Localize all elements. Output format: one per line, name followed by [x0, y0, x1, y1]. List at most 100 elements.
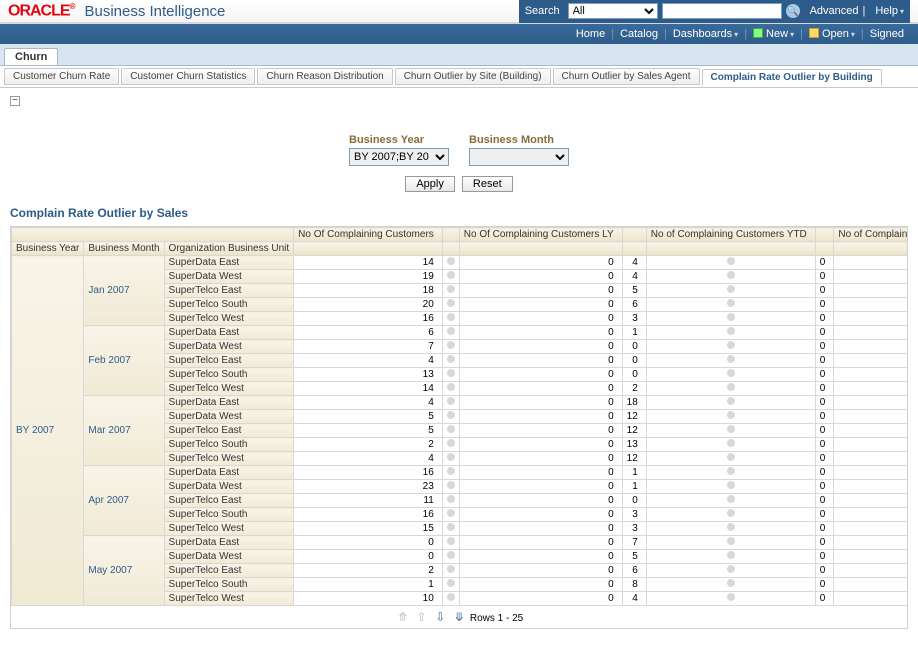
cell-value: 0 [815, 410, 834, 424]
col-business-month[interactable]: Business Month [84, 242, 164, 256]
indicator-icon [727, 257, 735, 265]
cell-indicator [646, 284, 815, 298]
collapse-toggle[interactable]: − [10, 96, 20, 106]
cell-indicator [646, 270, 815, 284]
indicator-icon [447, 467, 455, 475]
cell-value: 0 [815, 494, 834, 508]
search-scope-select[interactable]: All [568, 3, 658, 19]
nav-open[interactable]: Open▾ [809, 28, 855, 40]
cell-value: 27 [834, 424, 908, 438]
cell-value: 33 [834, 368, 908, 382]
cell-business-year[interactable]: BY 2007 [12, 256, 84, 606]
cell-value: 4 [622, 592, 646, 606]
indicator-icon [447, 509, 455, 517]
cell-value: 0 [622, 494, 646, 508]
cell-indicator [442, 466, 459, 480]
page-tab[interactable]: Churn Reason Distribution [257, 68, 392, 85]
search-input[interactable] [662, 3, 782, 19]
cell-org-unit: SuperData West [164, 410, 294, 424]
cell-value: 40 [834, 466, 908, 480]
indicator-icon [727, 495, 735, 503]
indicator-icon [727, 593, 735, 601]
cell-value: 6 [622, 564, 646, 578]
cell-value: 0 [815, 340, 834, 354]
cell-indicator [442, 424, 459, 438]
cell-value: 0 [815, 284, 834, 298]
cell-indicator [646, 326, 815, 340]
nav-home[interactable]: Home [576, 28, 605, 40]
nav-signed[interactable]: Signed [870, 28, 904, 40]
prompt-business-year: Business Year BY 2007;BY 20 [349, 134, 449, 166]
nav-dashboards[interactable]: Dashboards▾ [673, 28, 738, 40]
brand-bar: ORACLE® Business Intelligence Search All… [0, 0, 918, 24]
cell-indicator [442, 564, 459, 578]
cell-org-unit: SuperTelco South [164, 508, 294, 522]
search-icon[interactable]: 🔍 [786, 4, 800, 18]
col-business-year[interactable]: Business Year [12, 242, 84, 256]
cell-value: 0 [459, 396, 622, 410]
cell-value: 15 [294, 522, 443, 536]
cell-value: 38 [834, 494, 908, 508]
reset-button[interactable]: Reset [462, 176, 513, 192]
prompt-month-select[interactable] [469, 148, 569, 166]
help-link[interactable]: Help▾ [875, 5, 904, 17]
nav-new[interactable]: New▾ [753, 28, 794, 40]
prompt-year-select[interactable]: BY 2007;BY 20 [349, 148, 449, 166]
pager-first-icon[interactable]: ⤊ [396, 610, 410, 624]
pager-text: Rows 1 - 25 [470, 613, 523, 624]
pager-down-icon[interactable]: ⇩ [433, 610, 447, 624]
cell-value: 22 [834, 354, 908, 368]
cell-value: 1 [294, 578, 443, 592]
cell-value: 0 [459, 508, 622, 522]
indicator-icon [447, 523, 455, 531]
page-tab[interactable]: Customer Churn Rate [4, 68, 119, 85]
cell-business-month[interactable]: Feb 2007 [84, 326, 164, 396]
col-complaining-ly[interactable]: No Of Complaining Customers LY [459, 228, 622, 242]
page-tab[interactable]: Complain Rate Outlier by Building [702, 69, 882, 86]
cell-value: 59 [834, 592, 908, 606]
cell-business-month[interactable]: Jan 2007 [84, 256, 164, 326]
indicator-icon [727, 285, 735, 293]
indicator-icon [447, 579, 455, 587]
cell-indicator [646, 438, 815, 452]
search-label: Search [525, 5, 560, 17]
col-complaining-ly-ytd[interactable]: No of Complaining Customers LY YT [834, 228, 908, 242]
cell-indicator [442, 340, 459, 354]
prompt-business-month: Business Month [469, 134, 569, 166]
page-tab[interactable]: Churn Outlier by Sales Agent [553, 68, 700, 85]
cell-indicator [442, 508, 459, 522]
cell-org-unit: SuperTelco East [164, 424, 294, 438]
indicator-icon [447, 495, 455, 503]
col-org-unit[interactable]: Organization Business Unit [164, 242, 294, 256]
cell-org-unit: SuperData West [164, 480, 294, 494]
nav-catalog[interactable]: Catalog [620, 28, 658, 40]
cell-business-month[interactable]: Mar 2007 [84, 396, 164, 466]
pager-last-icon[interactable]: ⤋ [452, 610, 466, 624]
cell-indicator [442, 438, 459, 452]
cell-value: 4 [294, 396, 443, 410]
advanced-link[interactable]: Advanced [810, 5, 859, 17]
prompt-month-label: Business Month [469, 134, 569, 146]
pager-up-icon[interactable]: ⇧ [415, 610, 429, 624]
col-complaining[interactable]: No Of Complaining Customers [294, 228, 443, 242]
cell-business-month[interactable]: Apr 2007 [84, 466, 164, 536]
cell-value: 6 [622, 298, 646, 312]
page-tab[interactable]: Churn Outlier by Site (Building) [395, 68, 551, 85]
nav-bar: Home| Catalog| Dashboards▾| New▾| Open▾|… [0, 24, 918, 44]
cell-value: 11 [294, 494, 443, 508]
cell-value: 0 [815, 578, 834, 592]
cell-value: 0 [459, 424, 622, 438]
cell-indicator [646, 466, 815, 480]
indicator-icon [727, 355, 735, 363]
cell-value: 0 [459, 410, 622, 424]
report-table: No Of Complaining Customers No Of Compla… [11, 227, 908, 606]
cell-value: 0 [459, 592, 622, 606]
col-complaining-ytd[interactable]: No of Complaining Customers YTD [646, 228, 815, 242]
cell-value: 2 [294, 438, 443, 452]
cell-value: 0 [459, 368, 622, 382]
page-tab[interactable]: Customer Churn Statistics [121, 68, 255, 85]
cell-business-month[interactable]: May 2007 [84, 536, 164, 606]
indicator-icon [447, 285, 455, 293]
dashboard-tab-churn[interactable]: Churn [4, 48, 58, 65]
apply-button[interactable]: Apply [405, 176, 455, 192]
